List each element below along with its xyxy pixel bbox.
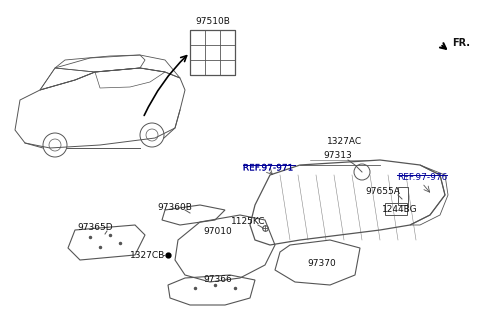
Bar [385, 203, 407, 215]
Text: 1244BG: 1244BG [382, 205, 418, 215]
Text: 97365D: 97365D [77, 222, 113, 232]
Text: 1125KC: 1125KC [231, 217, 265, 226]
Text: 97510B: 97510B [195, 18, 230, 26]
Text: 97655A: 97655A [366, 187, 400, 197]
Bar [190, 30, 235, 75]
Text: 97313: 97313 [324, 151, 352, 159]
Text: REF.97-971: REF.97-971 [243, 163, 293, 173]
Text: 97370: 97370 [308, 260, 336, 268]
Text: REF.97-976: REF.97-976 [397, 174, 447, 182]
Text: 97366: 97366 [204, 274, 232, 284]
Text: 1327AC: 1327AC [327, 138, 362, 146]
Text: 1327CB: 1327CB [131, 250, 166, 260]
Text: 97360B: 97360B [157, 203, 192, 211]
Bar [398, 187, 408, 205]
Text: 97010: 97010 [204, 227, 232, 237]
Text: FR.: FR. [452, 38, 470, 48]
